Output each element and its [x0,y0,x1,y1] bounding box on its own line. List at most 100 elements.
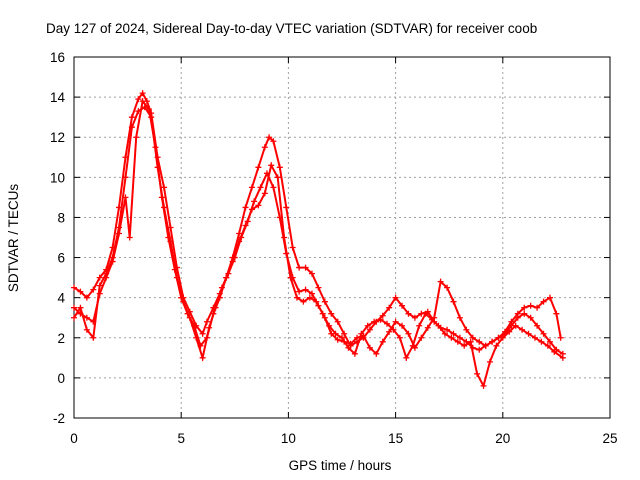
y-tick-label: 16 [50,50,65,65]
data-point [133,134,140,141]
data-point [289,244,296,251]
data-point [216,294,223,301]
data-point [521,310,528,317]
data-point [276,164,283,171]
data-point [319,310,326,317]
data-point [384,320,391,327]
y-tick-label: 2 [57,331,65,346]
data-point [270,184,277,191]
data-point [450,298,457,305]
data-point [347,340,354,347]
data-point [197,342,204,349]
data-point [321,298,328,305]
data-point [334,318,341,325]
data-point [328,310,335,317]
data-point [538,338,545,345]
data-point [139,98,146,105]
series-line [73,105,564,362]
data-point [366,326,373,333]
data-point [332,330,339,337]
y-tick-label: 10 [50,170,65,185]
data-point [392,318,399,325]
data-point [178,294,185,301]
data-point [386,328,393,335]
data-point [229,258,236,265]
data-point [489,338,496,345]
data-point [341,330,348,337]
data-point [534,304,541,311]
data-point [270,138,277,145]
data-point [287,274,294,281]
data-point [158,194,165,201]
data-point [525,330,532,337]
data-point [122,174,129,181]
data-point [300,298,307,305]
data-point [527,314,534,321]
data-point [429,316,436,323]
data-point [351,350,358,357]
data-point [274,174,281,181]
data-point [456,314,463,321]
y-tick-label: 14 [50,90,66,105]
data-point [191,322,198,329]
series-layer [71,90,566,389]
data-point [379,312,386,319]
data-point [418,334,425,341]
data-point [315,284,322,291]
data-point [379,338,386,345]
data-point [422,310,429,317]
data-point [399,322,406,329]
y-tick-label: -2 [53,411,65,426]
data-point [71,314,77,321]
data-point [499,334,506,341]
data-point [534,322,541,329]
data-point [519,326,526,333]
data-point [71,304,77,311]
data-point [146,106,153,113]
x-tick-label: 25 [602,431,617,446]
data-point [255,164,262,171]
data-point [480,382,487,389]
data-point [184,310,191,317]
data-point [77,310,84,317]
data-point [223,274,230,281]
data-point [358,330,365,337]
data-point [236,238,243,245]
data-point [435,322,442,329]
data-point [521,304,528,311]
y-tick-label: 0 [57,371,65,386]
data-point [71,284,77,291]
data-point [122,194,129,201]
data-point [139,90,146,97]
data-point [366,344,373,351]
data-point [296,264,303,271]
data-point [203,334,210,341]
data-point [514,314,521,321]
x-axis-label: GPS time / hours [289,458,392,473]
data-point [527,302,534,309]
data-point [268,162,275,169]
data-point [371,318,378,325]
data-point [261,190,268,197]
data-point [553,310,560,317]
data-point [116,230,123,237]
data-point [199,354,206,361]
data-point [96,274,103,281]
chart-title: Day 127 of 2024, Sidereal Day-to-day VTE… [46,21,537,36]
axis-ticks: 0 5 10 15 20 25 -2 0 2 4 6 8 10 12 14 16 [50,50,618,446]
data-point [203,318,210,325]
data-point [161,184,168,191]
data-point [210,310,217,317]
data-point [308,270,315,277]
data-point [236,230,243,237]
data-point [302,286,309,293]
data-point [293,294,300,301]
data-point [390,326,397,333]
data-point [540,330,547,337]
data-point [448,334,455,341]
data-point [96,282,103,289]
data-point [546,294,553,301]
data-point [476,346,483,353]
data-point [77,304,84,311]
data-point [486,358,493,365]
